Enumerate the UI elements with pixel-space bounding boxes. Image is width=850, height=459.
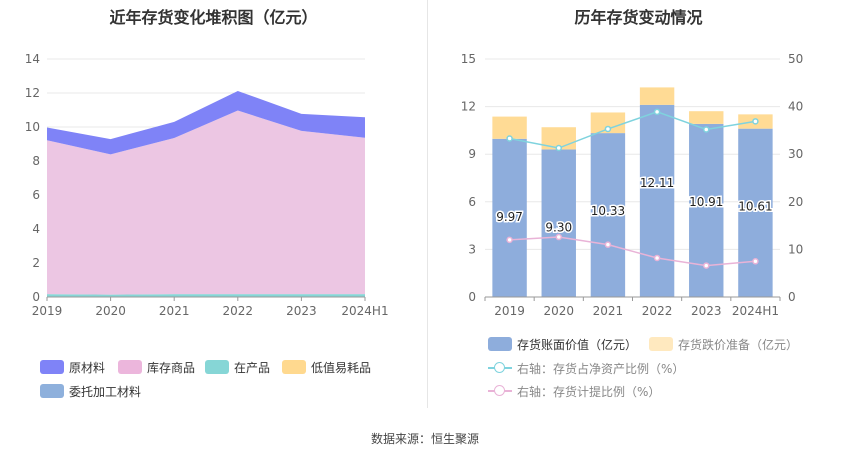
bar-impairment [590,112,626,134]
legend-item-low-value-consumables[interactable]: 低值易耗品 [282,359,371,375]
legend-label: 委托加工材料 [69,384,142,399]
bar-book-value [738,128,773,297]
legend-swatch [40,384,64,398]
legend-label: 库存商品 [147,360,196,375]
legend-swatch [649,337,673,351]
line-series-1 [509,236,756,267]
left-chart-title: 近年存货变化堆积图（亿元） [109,8,318,27]
x-tick-label: 2024H1 [341,304,388,318]
area-库存商品 [47,110,365,295]
line-point-0 [555,144,562,152]
bar-book-value [639,104,675,297]
x-tick-label: 2022 [642,304,673,318]
legend-label: 低值易耗品 [311,360,372,375]
bar-book-value [492,138,527,297]
line-point-0 [752,118,759,125]
legend-item-book-value[interactable]: 存货账面价值（亿元） [488,336,637,352]
data-source-note: 数据来源：恒生聚源 [370,432,479,446]
legend-label: 存货账面价值（亿元） [517,337,638,352]
y-tick-label: 10 [25,120,40,134]
legend-line-swatch [488,361,512,375]
bar-data-label: 10.33 [591,204,625,218]
y-tick-label: 0 [32,290,40,304]
line-point-1 [703,262,710,269]
x-tick-label: 2023 [691,304,722,318]
line-point-1 [506,236,513,244]
y-right-tick-label: 10 [788,242,803,256]
x-tick-label: 2022 [223,304,254,318]
line-point-0 [703,126,710,133]
area-在产品 [47,294,365,297]
y-tick-label: 6 [32,188,40,202]
legend-swatch [282,360,306,374]
bar-data-label: 10.61 [738,200,772,214]
bar-book-value [541,149,576,297]
legend-item-impairment[interactable]: 存货跌价准备（亿元） [649,336,798,352]
inventory-bar-line-chart: 0 0 3 10 6 20 9 30 12 40 15 50 2019 2020 2021 2022 2023 2… [461,52,804,318]
bar-data-label: 9.30 [545,220,572,234]
line-point-1 [653,254,661,262]
y-tick-label: 8 [32,154,40,168]
y-right-tick-label: 30 [788,147,803,161]
legend-label: 在产品 [234,360,271,375]
y-right-tick-label: 0 [788,290,796,304]
y-right-tick-label: 20 [788,195,803,209]
legend-item-net-asset-ratio[interactable]: 右轴：存货占净资产比例（%） [488,360,684,376]
bar-book-value [689,123,724,297]
bar-impairment [639,87,675,105]
x-tick-label: 2020 [95,304,126,318]
bar-book-value [590,133,626,297]
y-left-tick-label: 0 [468,290,476,304]
right-chart-title: 历年存货变动情况 [574,8,703,27]
legend-item-consigned-materials[interactable]: 委托加工材料 [40,383,141,399]
y-tick-label: 2 [32,256,40,270]
legend-label: 存货跌价准备（亿元） [678,337,799,352]
x-tick-label: 2019 [494,304,525,318]
y-tick-label: 12 [25,86,40,100]
line-series-0 [509,111,756,149]
legend-swatch [118,360,142,374]
line-point-1 [555,233,562,241]
legend-label: 右轴：存货占净资产比例（%） [517,361,685,376]
y-left-tick-label: 3 [468,242,476,256]
legend-line-swatch [488,384,512,398]
x-tick-label: 2019 [32,304,63,318]
y-left-tick-label: 6 [468,195,476,209]
bar-data-label: 10.91 [689,195,723,209]
y-left-tick-label: 15 [461,52,476,66]
x-tick-label: 2023 [286,304,317,318]
bar-impairment [689,111,724,124]
legend-item-raw-materials[interactable]: 原材料 [40,359,105,375]
y-tick-label: 4 [32,222,40,236]
legend-label: 原材料 [69,360,106,375]
bar-data-label: 12.11 [640,176,674,190]
legend-item-finished-goods[interactable]: 库存商品 [118,359,195,375]
x-tick-label: 2021 [159,304,190,318]
y-left-tick-label: 9 [468,147,476,161]
legend-item-provision-ratio[interactable]: 右轴：存货计提比例（%） [488,383,660,399]
y-right-tick-label: 40 [788,100,803,114]
chart-divider [427,0,428,408]
bar-data-label: 9.97 [496,210,523,224]
legend-swatch [488,337,512,351]
line-point-0 [604,125,612,133]
line-point-1 [604,241,612,248]
y-left-tick-label: 12 [461,100,476,114]
legend-swatch [205,360,229,374]
bar-impairment [492,116,527,139]
legend-item-work-in-progress[interactable]: 在产品 [205,359,270,375]
stacked-area-chart: 0 2 4 6 8 10 12 14 2019 2020 2021 2022 2023 2024H1 [25,52,389,318]
x-tick-label: 2020 [543,304,574,318]
x-tick-label: 2021 [593,304,624,318]
line-point-1 [752,258,759,265]
line-point-0 [506,135,513,142]
area-原材料 [47,90,365,155]
legend-label: 右轴：存货计提比例（%） [517,384,661,399]
legend-swatch [40,360,64,374]
x-tick-label: 2024H1 [732,304,779,318]
line-point-0 [653,108,661,116]
y-tick-label: 14 [25,52,40,66]
y-right-tick-label: 50 [788,52,803,66]
